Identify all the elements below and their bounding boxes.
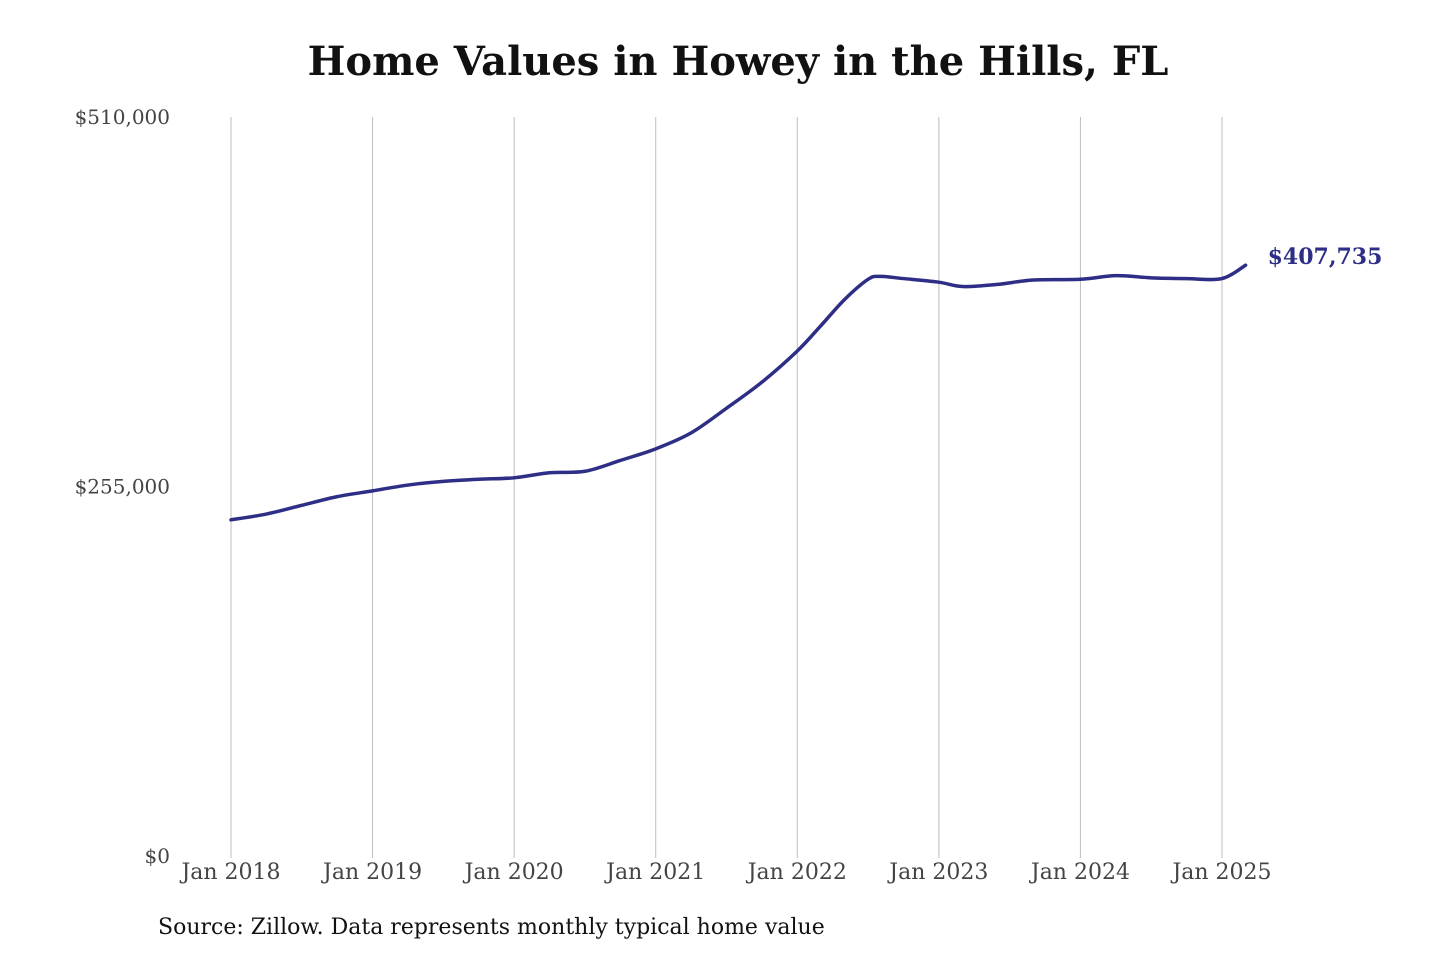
series-line — [229, 263, 1248, 522]
x-tick-label: Jan 2021 — [604, 860, 705, 885]
x-tick-label: Jan 2025 — [1170, 860, 1271, 885]
data-labels: $407,735 — [1268, 244, 1383, 270]
x-axis-ticks: Jan 2018 Jan 2019 Jan 2020 Jan 2021 Jan 2022… — [179, 860, 1271, 885]
x-tick-label: Jan 2022 — [746, 860, 847, 885]
source-note: Source: Zillow. Data represents monthly … — [158, 915, 825, 940]
x-tick-label: Jan 2024 — [1029, 860, 1130, 885]
y-tick-label: $255,000 — [75, 475, 170, 499]
end-value-label: $407,735 — [1268, 244, 1383, 270]
y-axis-ticks: $510,000 $255,000 $0 — [75, 105, 170, 868]
x-tick-label: Jan 2020 — [463, 860, 564, 885]
series-lines — [229, 263, 1248, 522]
x-tick-label: Jan 2018 — [179, 860, 280, 885]
y-tick-label: $0 — [145, 844, 170, 868]
x-tick-label: Jan 2019 — [321, 860, 422, 885]
x-tick-label: Jan 2023 — [887, 860, 988, 885]
gridlines — [230, 117, 1223, 858]
chart-title: Home Values in Howey in the Hills, FL — [307, 38, 1169, 85]
y-tick-label: $510,000 — [75, 105, 170, 129]
